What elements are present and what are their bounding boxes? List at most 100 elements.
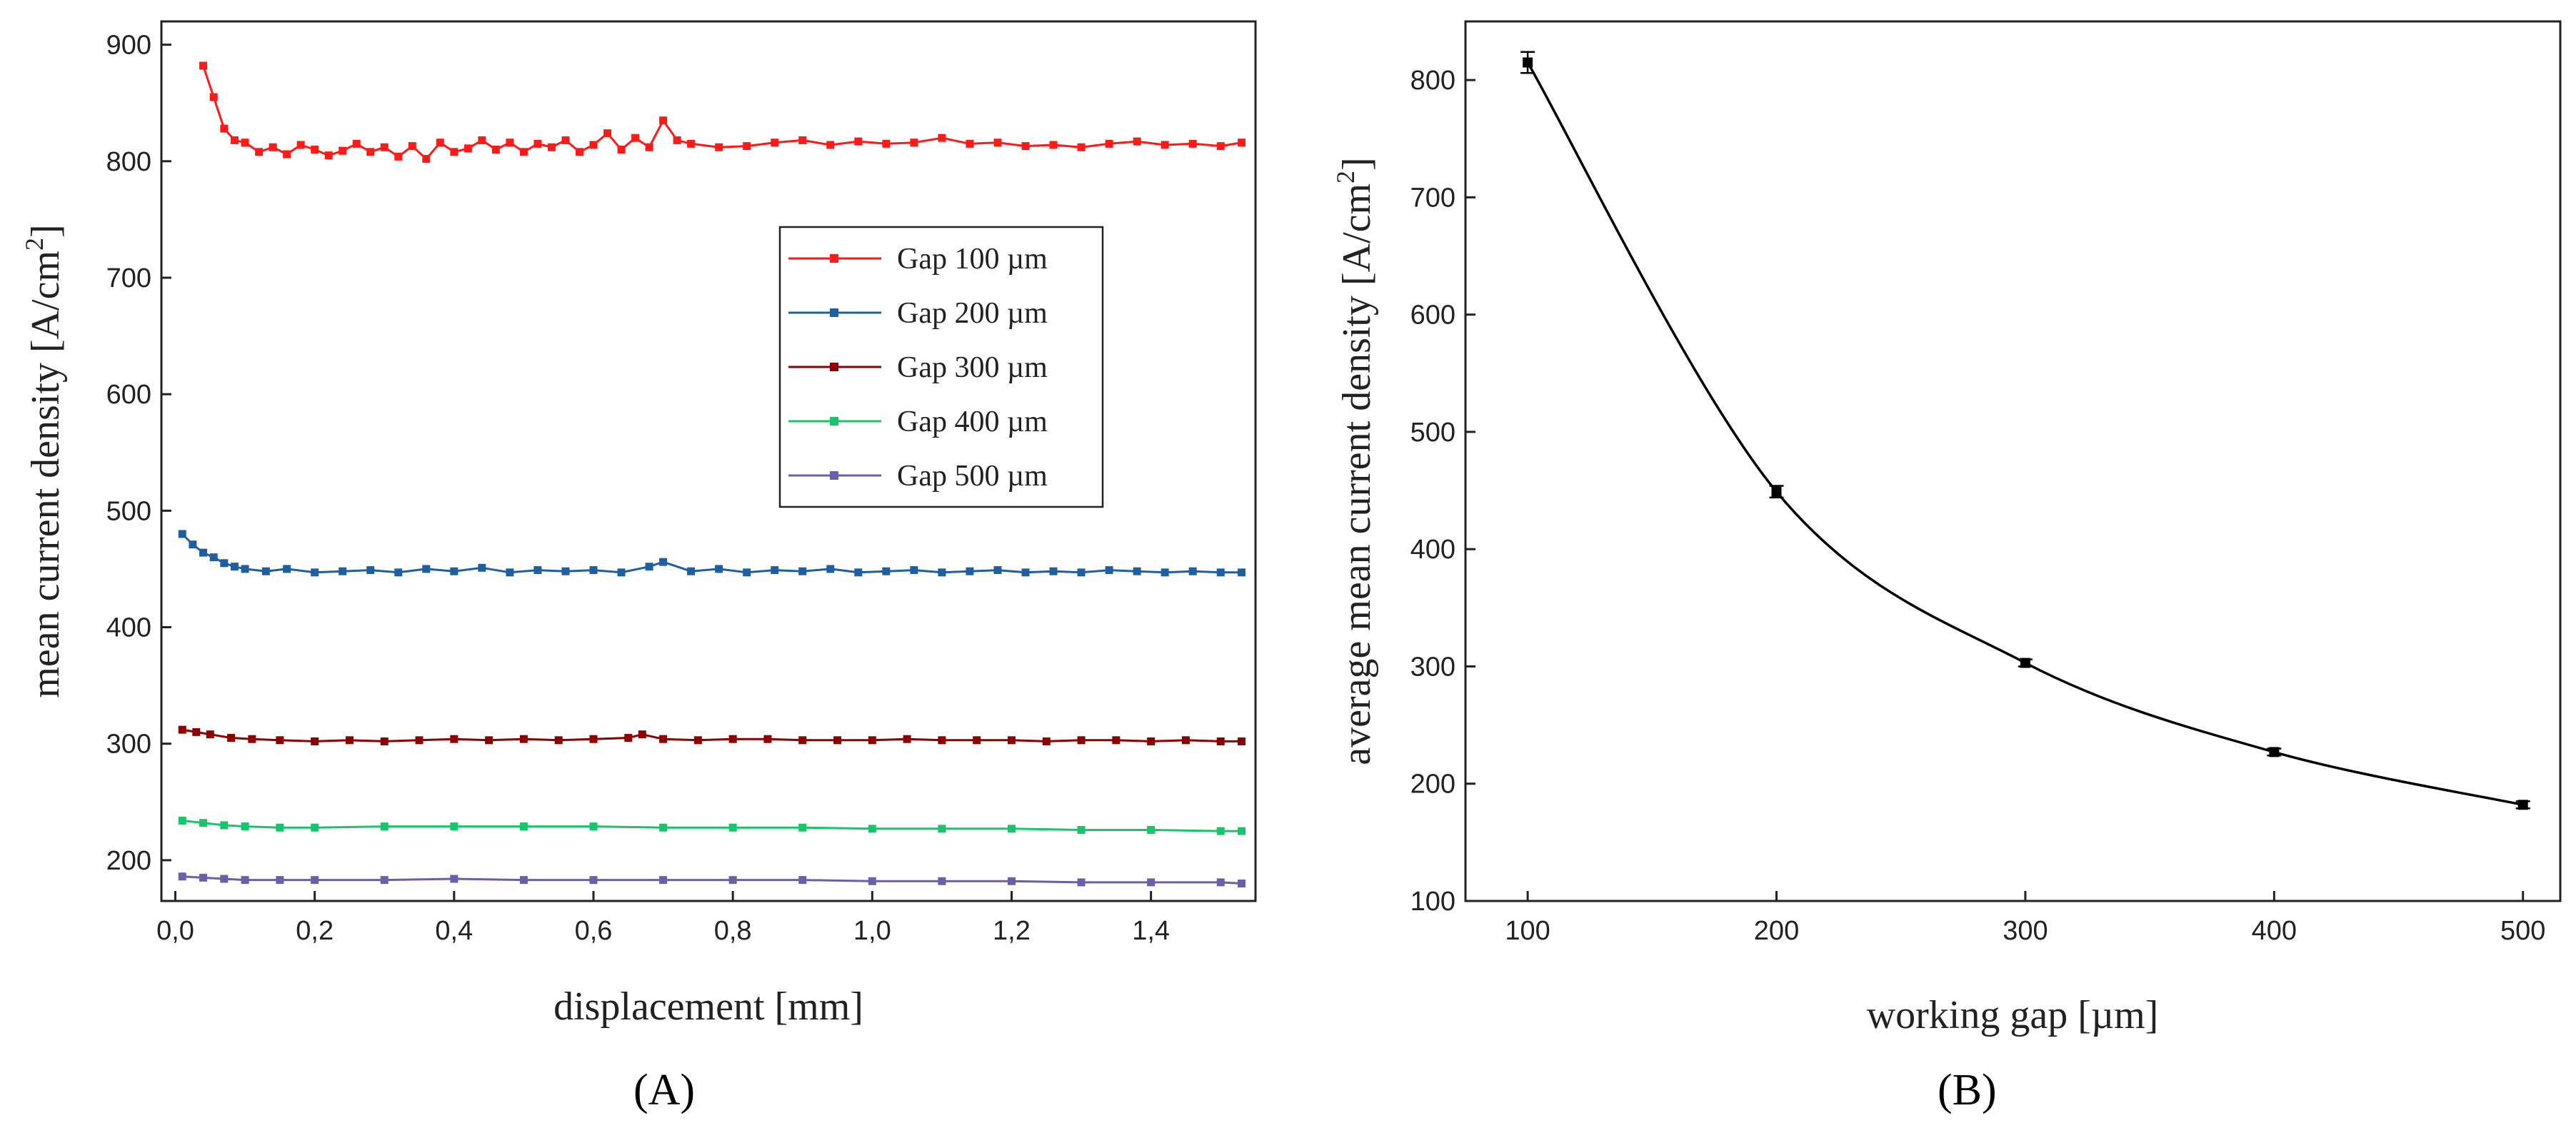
- data-point: [408, 142, 416, 151]
- data-point: [241, 876, 249, 885]
- data-point: [589, 822, 598, 831]
- data-point: [624, 734, 633, 742]
- x-tick-label: 100: [1505, 916, 1550, 946]
- x-tick-label: 0,4: [435, 916, 473, 946]
- chart-a-xlabel: displacement [mm]: [553, 985, 863, 1029]
- data-point: [631, 134, 640, 142]
- data-point: [1049, 141, 1058, 149]
- x-tick-label: 400: [2252, 916, 2297, 946]
- data-point: [693, 736, 702, 745]
- data-point: [1007, 825, 1016, 833]
- y-tick-label: 800: [106, 147, 151, 177]
- legend-entry: Gap 400 µm: [897, 406, 1048, 438]
- data-point: [826, 141, 835, 149]
- data-point: [1021, 568, 1030, 577]
- chart-a-frame: [160, 20, 1257, 902]
- data-point: [715, 143, 723, 151]
- data-point: [261, 567, 270, 575]
- data-point: [220, 821, 229, 830]
- data-point: [938, 134, 946, 142]
- data-point: [1181, 736, 1190, 745]
- y-tick-label: 900: [106, 31, 151, 61]
- series-line-gap-200: [181, 533, 1242, 574]
- data-point: [380, 143, 389, 151]
- data-point: [728, 823, 737, 832]
- data-point: [220, 124, 229, 133]
- data-point: [1112, 736, 1121, 745]
- data-point: [506, 139, 514, 147]
- data-point: [1021, 142, 1030, 151]
- y-tick-label: 800: [1410, 66, 1455, 96]
- data-point: [1077, 825, 1086, 834]
- data-point: [938, 825, 946, 833]
- data-point: [728, 876, 737, 885]
- data-point: [1042, 737, 1051, 745]
- data-point: [1105, 566, 1113, 575]
- data-point: [603, 129, 612, 138]
- legend-marker: [830, 471, 838, 480]
- chart-b: 100 200 300 400 500100200300400500600700800 …: [1331, 20, 2562, 1114]
- data-point: [394, 152, 403, 161]
- y-tick-label: 200: [1410, 770, 1455, 800]
- data-point: [854, 568, 863, 577]
- data-point: [645, 143, 653, 151]
- legend-marker: [830, 308, 838, 317]
- data-point: [366, 148, 375, 156]
- data-point: [283, 565, 291, 573]
- data-point: [1216, 827, 1225, 835]
- data-point: [798, 136, 807, 144]
- data-point: [1077, 878, 1086, 887]
- y-tick-label: 100: [1410, 887, 1455, 917]
- data-point: [743, 568, 751, 577]
- data-point: [554, 736, 563, 745]
- data-point: [415, 736, 424, 745]
- data-point: [506, 568, 514, 577]
- data-point: [192, 727, 201, 736]
- data-point: [178, 872, 186, 881]
- chart-b-ylabel-suffix: ]: [1335, 157, 1379, 171]
- data-point: [1133, 567, 1141, 575]
- data-point: [1147, 737, 1156, 745]
- data-point: [868, 877, 876, 885]
- data-point: [1237, 139, 1246, 147]
- data-point: [575, 148, 583, 156]
- x-tick-label: 0,0: [156, 916, 194, 946]
- data-point: [638, 730, 646, 739]
- data-point: [248, 735, 256, 743]
- data-point: [199, 61, 208, 70]
- data-point: [617, 568, 626, 577]
- data-point: [1216, 878, 1225, 887]
- data-point: [352, 139, 361, 148]
- data-point: [645, 563, 653, 571]
- data-point: [296, 141, 305, 149]
- data-point: [178, 725, 186, 734]
- y-tick-label: 400: [106, 613, 151, 643]
- data-point: [826, 565, 835, 573]
- data-point: [973, 736, 981, 745]
- data-point: [241, 139, 249, 147]
- data-point: [1147, 825, 1156, 834]
- data-point: [380, 737, 389, 745]
- legend-marker: [830, 254, 838, 263]
- chart-a-ylabel-suffix: ]: [24, 224, 68, 238]
- data-point: [311, 568, 319, 577]
- data-point: [209, 553, 218, 562]
- data-point: [206, 730, 214, 739]
- data-point: [1237, 737, 1246, 745]
- chart-b-ylabel: average mean current density [A/cm2]: [1331, 157, 1379, 765]
- fit-curve: [1526, 61, 2524, 807]
- data-point: [199, 548, 208, 557]
- data-point: [1049, 567, 1058, 575]
- series-line-gap-400: [182, 819, 1242, 832]
- data-point: [311, 737, 319, 745]
- data-point: [673, 136, 681, 144]
- legend-entry: Gap 200 µm: [897, 297, 1048, 330]
- data-point: [380, 876, 389, 885]
- data-point: [436, 139, 444, 147]
- chart-b-xlabel: working gap [µm]: [1867, 993, 2159, 1037]
- chart-a: 0,0 0,2 0,4 0,6 0,8 1,0 1,2 1,4 200 300 400 500 600 7…: [20, 20, 1257, 1114]
- data-point: [394, 568, 403, 577]
- data-point: [833, 736, 842, 745]
- data-point: [1216, 737, 1225, 745]
- data-point: [938, 736, 946, 745]
